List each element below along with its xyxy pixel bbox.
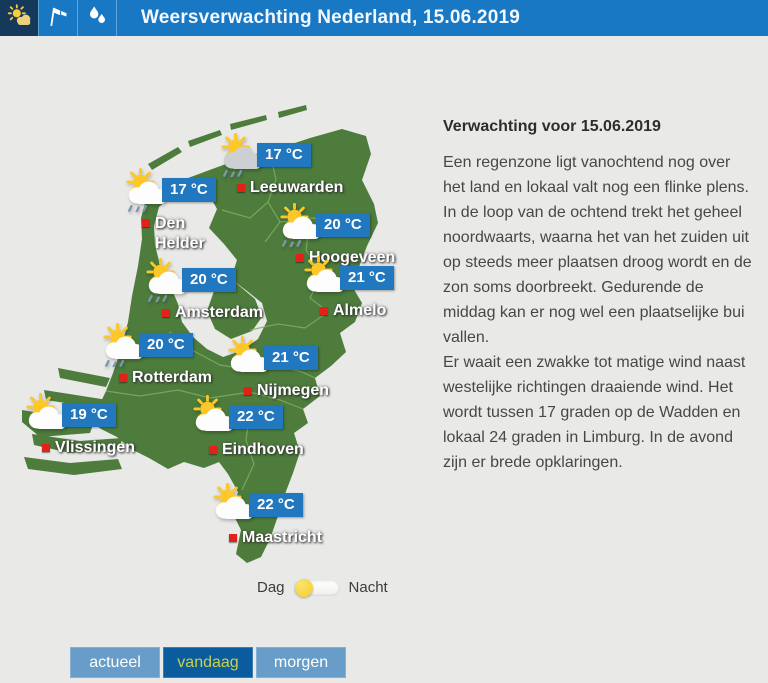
weather-icon: [296, 255, 350, 300]
weather-icon: [18, 392, 72, 437]
forecast-text-block: Verwachting voor 15.06.2019 Een regenzon…: [443, 118, 753, 475]
city-name: Nijmegen: [257, 382, 330, 399]
city-name: Leeuwarden: [250, 179, 344, 196]
forecast-heading: Verwachting voor 15.06.2019: [443, 118, 661, 135]
day-night-switch[interactable]: [293, 578, 340, 597]
city-hoogeveen: 20 °C Hoogeveen: [272, 202, 442, 275]
city-marker-icon: [42, 444, 50, 452]
forecast-paragraph-1: Een regenzone ligt vanochtend nog over h…: [443, 154, 752, 346]
weather-icon: [220, 335, 274, 380]
switch-knob-icon[interactable]: [294, 578, 313, 597]
weather-icon: [272, 202, 326, 249]
day-label: Dag: [257, 579, 285, 596]
city-den-helder: 17 °C Den Helder: [118, 167, 288, 252]
city-marker-icon: [229, 534, 237, 542]
city-marker-icon: [237, 184, 245, 192]
weather-icon: [213, 132, 267, 179]
sun-cloud-icon: [6, 3, 33, 33]
city-vlissingen: 19 °C Vlissingen: [18, 392, 188, 465]
tab-precipitation[interactable]: [78, 0, 117, 36]
city-maastricht: 22 °C Maastricht: [205, 482, 375, 555]
footer-buttons: actueel vandaag morgen: [70, 647, 346, 678]
weather-icon: [95, 322, 149, 369]
city-marker-icon: [142, 219, 150, 227]
forecast-paragraph-2: Er waait een zwakke tot matige wind naas…: [443, 354, 746, 471]
city-name: Vlissingen: [55, 439, 136, 456]
city-marker-icon: [162, 309, 170, 317]
city-name: Hoogeveen: [309, 249, 396, 266]
tab-wind[interactable]: [39, 0, 78, 36]
city-marker-icon: [209, 446, 217, 454]
temperature-badge: 22 °C: [229, 405, 283, 429]
city-name: Almelo: [333, 302, 387, 319]
temperature-badge: 19 °C: [62, 403, 116, 427]
night-label: Nacht: [348, 579, 388, 596]
city-marker-icon: [244, 387, 252, 395]
temperature-badge: 17 °C: [162, 178, 216, 202]
city-leeuwarden: 17 °C Leeuwarden: [213, 132, 383, 205]
city-name: Den Helder: [155, 215, 205, 252]
temperature-badge: 20 °C: [139, 333, 193, 357]
city-eindhoven: 22 °C Eindhoven: [185, 394, 355, 467]
weather-icon: [185, 394, 239, 439]
city-name: Eindhoven: [222, 441, 304, 458]
temperature-badge: 22 °C: [249, 493, 303, 517]
city-rotterdam: 20 °C Rotterdam: [95, 322, 265, 395]
city-nijmegen: 21 °C Nijmegen: [220, 335, 390, 408]
page-title: Weersverwachting Nederland, 15.06.2019: [141, 7, 520, 28]
city-name: Amsterdam: [175, 304, 264, 321]
city-name: Rotterdam: [132, 369, 213, 386]
city-marker-icon: [119, 374, 127, 382]
vandaag-button[interactable]: vandaag: [163, 647, 253, 678]
city-name: Maastricht: [242, 529, 323, 546]
temperature-badge: 20 °C: [316, 213, 370, 237]
day-night-toggle-row: Dag Nacht: [257, 578, 388, 597]
actueel-button[interactable]: actueel: [70, 647, 160, 678]
windsock-icon: [45, 4, 72, 33]
raindrops-icon: [85, 4, 110, 32]
city-marker-icon: [296, 254, 304, 262]
morgen-button[interactable]: morgen: [256, 647, 346, 678]
city-marker-icon: [320, 307, 328, 315]
temperature-badge: 20 °C: [182, 268, 236, 292]
temperature-badge: 21 °C: [340, 266, 394, 290]
temperature-badge: 17 °C: [257, 143, 311, 167]
tab-weather[interactable]: [0, 0, 39, 36]
city-almelo: 21 °C Almelo: [296, 255, 466, 328]
city-amsterdam: 20 °C Amsterdam: [138, 257, 308, 330]
temperature-badge: 21 °C: [264, 346, 318, 370]
header: Weersverwachting Nederland, 15.06.2019: [0, 0, 768, 36]
